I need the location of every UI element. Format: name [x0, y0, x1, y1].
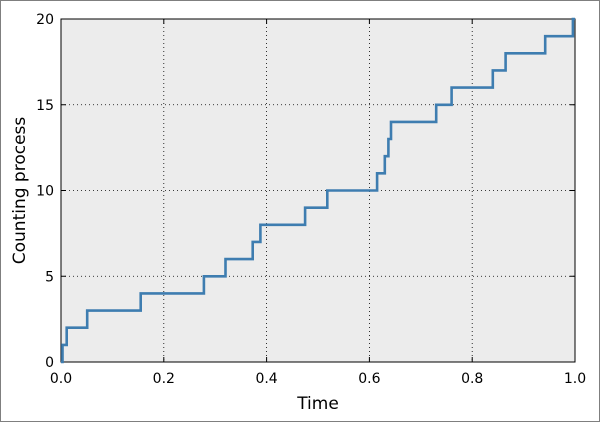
x-tick-label: 0.8: [461, 371, 483, 387]
x-tick-label: 0.4: [255, 371, 277, 387]
x-tick-labels: 0.0 0.2 0.4 0.6 0.8 1.0: [50, 371, 586, 387]
grid-lines: [61, 19, 575, 362]
y-tick-label: 20: [36, 12, 54, 28]
y-axis-label: Counting process: [10, 117, 30, 265]
x-tick-label: 0.0: [50, 371, 72, 387]
x-tick-label: 0.2: [153, 371, 175, 387]
y-tick-label: 15: [36, 98, 54, 114]
x-tick-label: 0.6: [358, 371, 380, 387]
y-tick-label: 5: [45, 269, 54, 285]
y-tick-label: 0: [45, 355, 54, 371]
x-tick-label: 1.0: [564, 371, 586, 387]
x-axis-label: Time: [296, 394, 339, 414]
y-tick-labels: 0 5 10 15 20: [36, 12, 54, 371]
y-tick-label: 10: [36, 184, 54, 200]
series-step-line: [61, 17, 575, 364]
